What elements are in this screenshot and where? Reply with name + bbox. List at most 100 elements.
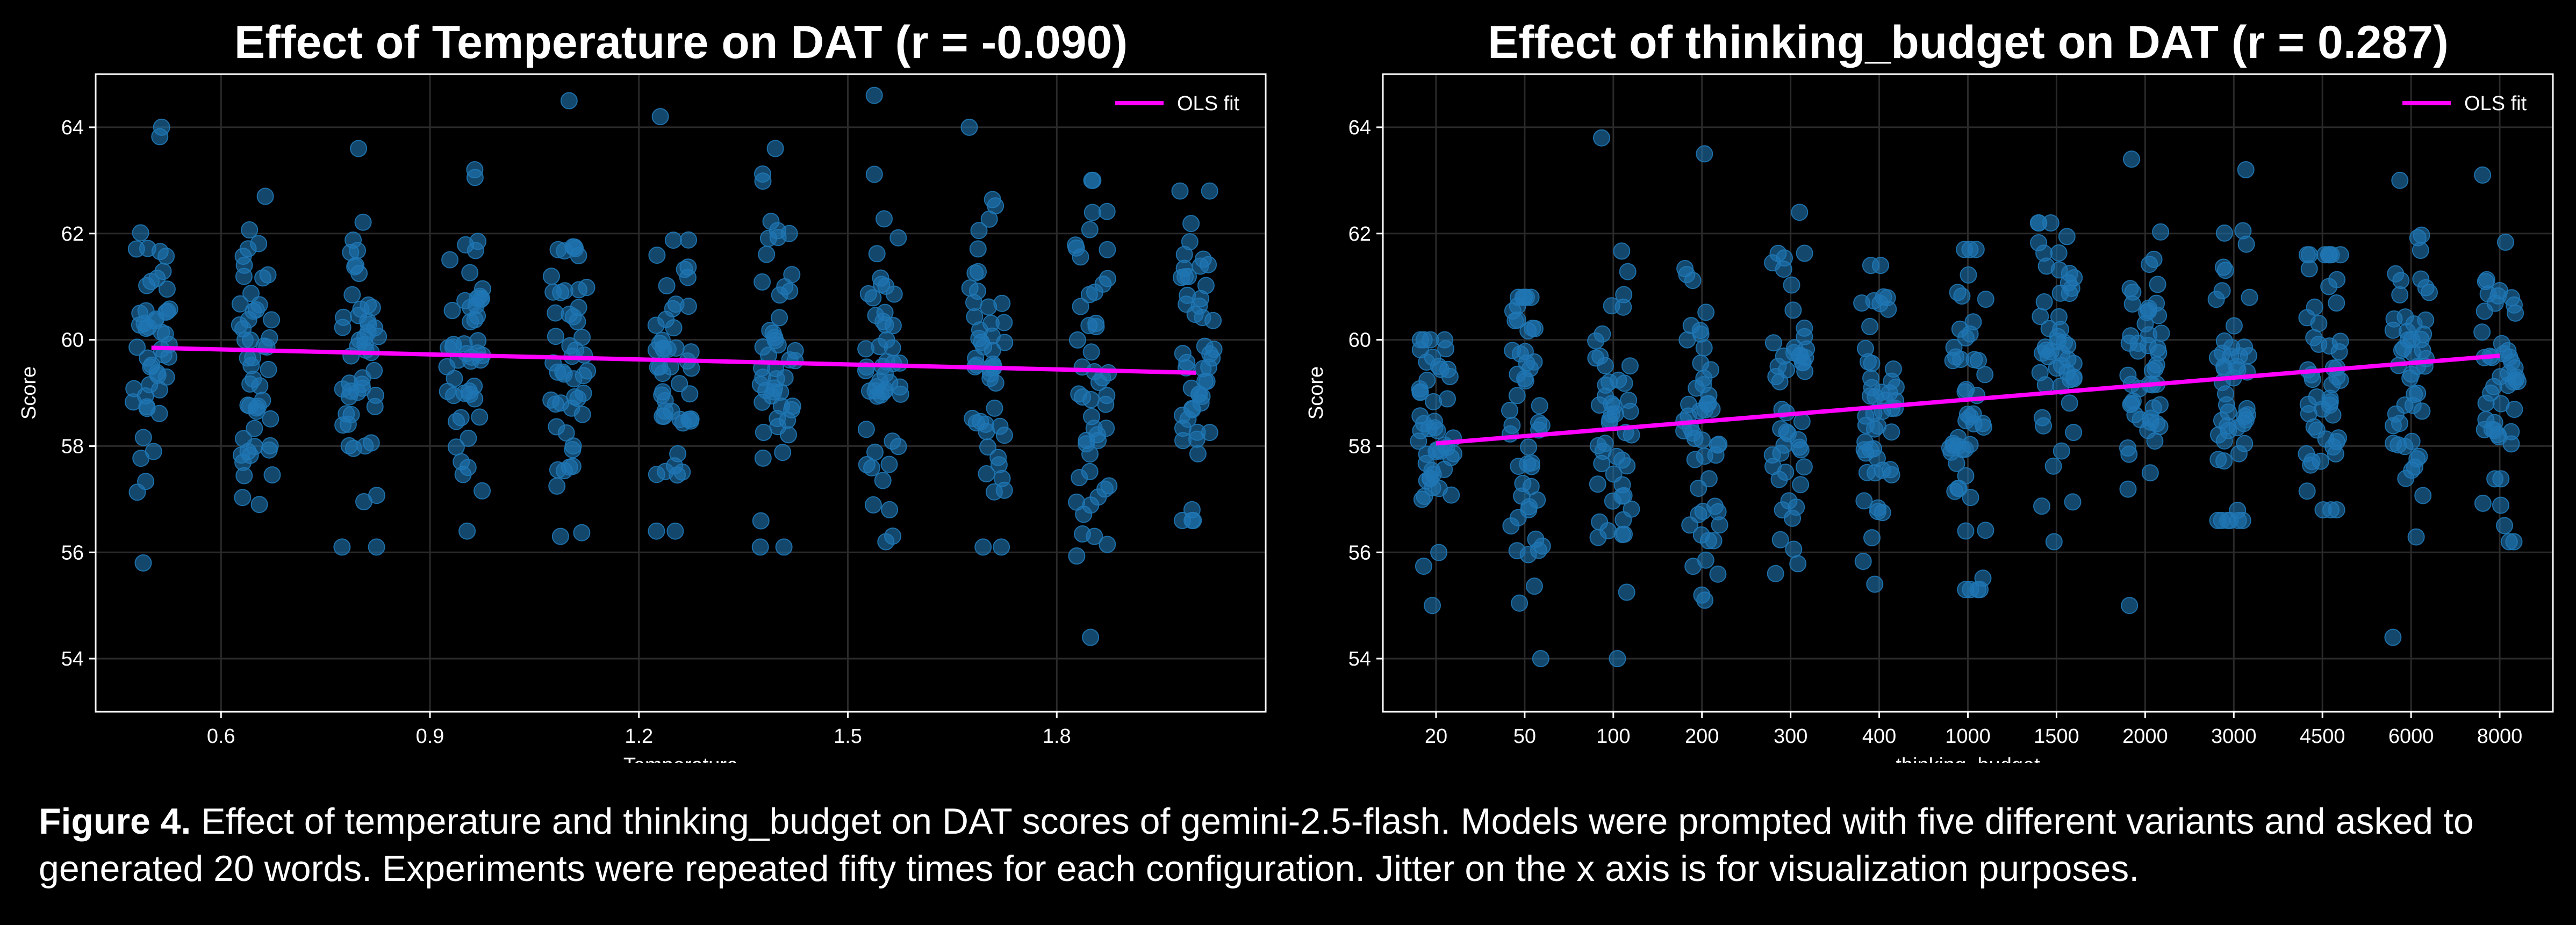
- data-point: [2474, 494, 2492, 512]
- data-point: [444, 336, 462, 353]
- data-point: [547, 328, 564, 345]
- data-point: [1976, 366, 1994, 384]
- data-point: [1068, 547, 1086, 565]
- data-point: [1772, 444, 1790, 462]
- data-point: [1089, 488, 1107, 506]
- data-point: [776, 369, 794, 387]
- data-point: [233, 446, 250, 464]
- data-point: [658, 277, 676, 294]
- data-point: [2403, 432, 2421, 450]
- data-point: [876, 210, 893, 228]
- data-point: [368, 538, 385, 556]
- data-point: [441, 251, 459, 269]
- data-point: [1693, 586, 1711, 604]
- data-point: [2485, 378, 2502, 395]
- x-tick-label: 8000: [2477, 725, 2523, 748]
- data-point: [1511, 594, 1529, 612]
- data-point: [469, 307, 486, 325]
- data-point: [1530, 541, 1547, 559]
- x-tick-label: 300: [1774, 725, 1807, 748]
- data-point: [1171, 182, 1189, 200]
- legend-label: OLS fit: [1177, 92, 1240, 115]
- x-tick-label: 1.5: [834, 725, 862, 748]
- data-point: [139, 240, 156, 257]
- data-point: [2500, 533, 2518, 551]
- data-point: [131, 305, 149, 322]
- data-point: [261, 329, 278, 346]
- data-point: [128, 483, 146, 501]
- data-point: [1697, 551, 1714, 569]
- data-point: [1067, 239, 1085, 257]
- data-point: [1863, 355, 1881, 372]
- data-point: [2220, 403, 2237, 421]
- data-point: [2492, 496, 2509, 514]
- data-point: [865, 165, 883, 183]
- data-point: [1953, 287, 1971, 305]
- data-point: [995, 427, 1013, 444]
- data-point: [2391, 286, 2409, 303]
- data-point: [2503, 353, 2521, 371]
- data-point: [1699, 395, 1717, 413]
- data-point: [1613, 451, 1631, 469]
- data-point: [338, 405, 355, 423]
- figure: Effect of Temperature on DAT (r = -0.090…: [18, 17, 2554, 763]
- data-point: [986, 399, 1003, 417]
- data-point: [2141, 464, 2159, 482]
- data-point: [454, 466, 472, 483]
- data-point: [573, 524, 591, 541]
- x-tick-label: 4500: [2300, 725, 2345, 748]
- data-point: [234, 430, 252, 447]
- data-point: [350, 265, 368, 282]
- data-point: [2506, 296, 2523, 314]
- data-point: [1201, 182, 1218, 200]
- data-point: [1784, 509, 1801, 527]
- data-point: [769, 229, 787, 246]
- data-point: [1696, 447, 1713, 465]
- data-point: [1599, 522, 1617, 540]
- data-point: [967, 349, 985, 367]
- data-point: [966, 264, 984, 282]
- data-point: [1175, 245, 1193, 263]
- data-point: [1196, 337, 1214, 355]
- ols-fit-line: [151, 345, 1196, 375]
- data-point: [682, 343, 700, 361]
- data-point: [560, 92, 578, 110]
- data-point: [231, 316, 248, 334]
- data-point: [1430, 544, 1448, 561]
- data-point: [1855, 492, 1873, 510]
- data-point: [755, 424, 772, 441]
- data-point: [1793, 354, 1811, 372]
- temperature-chart: Effect of Temperature on DAT (r = -0.090…: [18, 17, 1267, 763]
- data-point: [1525, 577, 1543, 595]
- data-point: [1422, 331, 1439, 349]
- data-point: [1501, 402, 1518, 420]
- data-point: [2230, 445, 2248, 462]
- data-point: [2215, 224, 2233, 242]
- data-point: [1854, 553, 1872, 570]
- data-point: [234, 248, 252, 265]
- data-point: [2412, 242, 2429, 259]
- data-point: [1776, 249, 1793, 267]
- data-point: [2402, 365, 2420, 383]
- data-point: [1956, 241, 1974, 258]
- data-point: [260, 441, 278, 459]
- data-point: [1970, 352, 1987, 370]
- data-point: [751, 375, 769, 393]
- data-point: [1525, 353, 1543, 371]
- data-point: [784, 398, 801, 415]
- data-point: [2505, 373, 2522, 391]
- data-point: [2492, 395, 2510, 413]
- data-point: [874, 313, 892, 330]
- data-point: [2120, 445, 2138, 463]
- data-point: [473, 482, 491, 500]
- data-point: [1508, 387, 1526, 404]
- data-point: [1530, 414, 1547, 431]
- data-point: [2391, 171, 2409, 189]
- data-point: [350, 307, 367, 324]
- data-point: [461, 264, 479, 281]
- data-point: [1189, 445, 1207, 462]
- data-point: [2061, 394, 2078, 412]
- data-point: [556, 282, 573, 300]
- data-point: [2053, 442, 2070, 460]
- data-point: [2407, 528, 2425, 546]
